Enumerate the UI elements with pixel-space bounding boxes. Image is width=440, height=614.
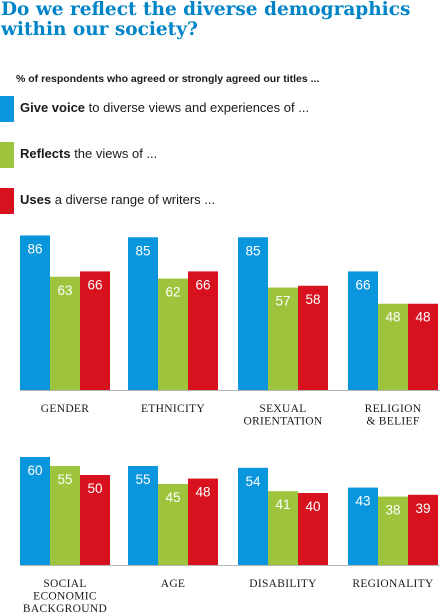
- legend-swatch: [0, 142, 14, 168]
- bar: [80, 475, 110, 565]
- category-group: 86 63 66 GENDER: [20, 235, 110, 415]
- legend-item: Give voice to diverse views and experien…: [0, 96, 430, 122]
- bar: [238, 467, 268, 565]
- bar-value-label: 39: [415, 501, 430, 516]
- bar-value-label: 40: [305, 499, 320, 514]
- legend-label: Uses a diverse range of writers ...: [20, 192, 216, 207]
- legend-item: Reflects the views of ...: [0, 142, 430, 168]
- bar: [128, 237, 158, 390]
- legend-swatch: [0, 96, 14, 122]
- bar-value-label: 48: [415, 310, 430, 325]
- category-label: DISABILITY: [249, 578, 317, 590]
- bar: [188, 478, 218, 565]
- legend-item: Uses a diverse range of writers ...: [0, 188, 430, 214]
- category-label: SOCIAL: [43, 578, 86, 590]
- category-label: & BELIEF: [366, 416, 419, 428]
- bar: [80, 271, 110, 390]
- bar-value-label: 85: [245, 243, 260, 258]
- bar-value-label: 60: [27, 463, 42, 478]
- chart-title: Do we reflect the diverse demographics w…: [1, 0, 411, 40]
- bar: [158, 484, 188, 565]
- bar: [128, 466, 158, 565]
- bar-value-label: 45: [165, 490, 180, 505]
- category-label: ORIENTATION: [243, 416, 322, 428]
- bar-value-label: 66: [87, 277, 102, 292]
- bar: [188, 271, 218, 390]
- category-group: 55 45 48 AGE: [128, 466, 218, 590]
- bar-value-label: 58: [305, 292, 320, 307]
- bar: [348, 271, 378, 390]
- category-label: BACKGROUND: [23, 603, 107, 614]
- bar-value-label: 48: [385, 310, 400, 325]
- category-label: GENDER: [41, 403, 89, 415]
- bar-value-label: 54: [245, 474, 261, 489]
- bar: [268, 287, 298, 390]
- bar: [408, 303, 438, 390]
- legend-label: Reflects the views of ...: [20, 146, 158, 161]
- legend-label: Give voice to diverse views and experien…: [20, 100, 310, 115]
- bar-value-label: 48: [195, 485, 210, 500]
- bar: [298, 285, 328, 390]
- category-label: REGIONALITY: [352, 578, 434, 590]
- bar: [50, 276, 80, 390]
- bar-value-label: 66: [355, 277, 370, 292]
- bar-value-label: 41: [275, 497, 290, 512]
- category-label: ETHNICITY: [141, 403, 205, 415]
- bar: [20, 235, 50, 390]
- bar: [268, 491, 298, 565]
- bar-value-label: 43: [355, 494, 370, 509]
- bar-value-label: 86: [27, 241, 42, 256]
- bar: [348, 487, 378, 565]
- bar: [378, 496, 408, 565]
- category-label: ECONOMIC: [33, 591, 97, 603]
- chart-subtitle: % of respondents who agreed or strongly …: [16, 73, 320, 85]
- category-group: 85 62 66 ETHNICITY: [128, 237, 218, 415]
- bar-value-label: 55: [57, 472, 72, 487]
- bar: [238, 237, 268, 390]
- bar-value-label: 63: [57, 283, 72, 298]
- bar-value-label: 38: [385, 503, 400, 518]
- bar-value-label: 85: [135, 243, 150, 258]
- bar-value-label: 66: [195, 277, 210, 292]
- bar-value-label: 57: [275, 294, 290, 309]
- category-group: 66 48 48 RELIGION& BELIEF: [348, 271, 438, 428]
- bar: [298, 493, 328, 565]
- bar: [50, 466, 80, 565]
- category-label: RELIGION: [365, 403, 422, 415]
- bar: [20, 457, 50, 565]
- category-group: 43 38 39 REGIONALITY: [348, 487, 438, 590]
- legend-swatch: [0, 188, 14, 214]
- category-label: SEXUAL: [259, 403, 306, 415]
- category-label: AGE: [161, 578, 186, 590]
- bar-value-label: 50: [87, 481, 102, 496]
- bar: [378, 303, 408, 390]
- bar: [408, 494, 438, 565]
- bar-value-label: 55: [135, 472, 150, 487]
- bar: [158, 278, 188, 390]
- bar-value-label: 62: [165, 285, 180, 300]
- category-group: 54 41 40 DISABILITY: [238, 467, 328, 590]
